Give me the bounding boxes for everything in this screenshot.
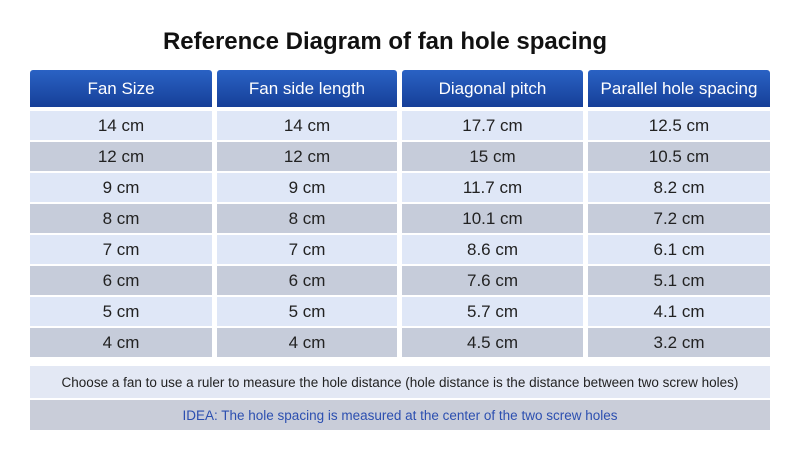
- table-cell: 4.1 cm: [588, 297, 770, 326]
- header-cell: Fan Size: [30, 70, 212, 107]
- table-cell: 12.5 cm: [588, 111, 770, 140]
- title: Reference Diagram of fan hole spacing: [162, 28, 608, 55]
- table-cell: 8 cm: [30, 204, 212, 233]
- table-cell: 15 cm: [402, 142, 583, 171]
- table-cell: 6 cm: [217, 266, 397, 295]
- table-cell: 7 cm: [30, 235, 212, 264]
- table-cell: 14 cm: [217, 111, 397, 140]
- table-cell: 5 cm: [217, 297, 397, 326]
- table-cell: 10.5 cm: [588, 142, 770, 171]
- table-cell: 4 cm: [217, 328, 397, 357]
- table-cell: 12 cm: [30, 142, 212, 171]
- table-cell: 4 cm: [30, 328, 212, 357]
- table-cell: 5.1 cm: [588, 266, 770, 295]
- table-cell: 4.5 cm: [402, 328, 583, 357]
- note: Choose a fan to use a ruler to measure t…: [30, 366, 770, 398]
- table-cell: 9 cm: [217, 173, 397, 202]
- table-cell: 11.7 cm: [402, 173, 583, 202]
- header-cell: Parallel hole spacing: [588, 70, 770, 107]
- table-cell: 6 cm: [30, 266, 212, 295]
- table-cell: 7.6 cm: [402, 266, 583, 295]
- table-cell: 8.2 cm: [588, 173, 770, 202]
- table-cell: 17.7 cm: [402, 111, 583, 140]
- header-cell: Fan side length: [217, 70, 397, 107]
- table-cell: 3.2 cm: [588, 328, 770, 357]
- table-cell: 9 cm: [30, 173, 212, 202]
- note: IDEA: The hole spacing is measured at th…: [30, 400, 770, 430]
- table-cell: 5.7 cm: [402, 297, 583, 326]
- table-cell: 14 cm: [30, 111, 212, 140]
- table-cell: 8 cm: [217, 204, 397, 233]
- table-cell: 10.1 cm: [402, 204, 583, 233]
- table-cell: 7 cm: [217, 235, 397, 264]
- table-cell: 6.1 cm: [588, 235, 770, 264]
- table-cell: 7.2 cm: [588, 204, 770, 233]
- header-cell: Diagonal pitch: [402, 70, 583, 107]
- table-cell: 5 cm: [30, 297, 212, 326]
- table-cell: 12 cm: [217, 142, 397, 171]
- table-cell: 8.6 cm: [402, 235, 583, 264]
